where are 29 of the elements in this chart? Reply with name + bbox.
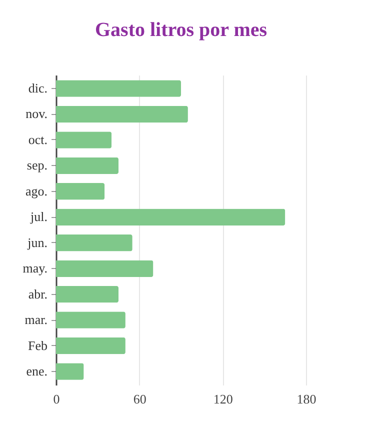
y-tick-label: ago.: [25, 183, 48, 198]
chart-title: Gasto litros por mes: [94, 19, 268, 41]
bar: [56, 337, 126, 354]
y-tick-label: Feb: [28, 338, 48, 353]
y-tick-label: abr.: [28, 286, 48, 302]
x-tick-label: 120: [213, 392, 233, 406]
bar: [56, 286, 118, 303]
bar: [56, 132, 112, 148]
bar: [56, 157, 118, 174]
bar: [56, 363, 84, 380]
y-tick-label: jul.: [30, 209, 48, 224]
y-tick-label: jun.: [26, 234, 48, 250]
y-tick-label: ene.: [26, 363, 48, 378]
bar: [56, 260, 154, 277]
bar: [56, 106, 188, 123]
y-tick-label: oct.: [28, 132, 48, 147]
x-tick-label: 180: [296, 392, 316, 406]
bar: [56, 208, 286, 226]
x-tick-label: 0: [53, 392, 60, 406]
bar: [56, 312, 126, 328]
y-tick-label: nov.: [26, 106, 48, 122]
y-tick-label: mar.: [24, 312, 48, 328]
x-tick-label: 60: [133, 392, 146, 406]
y-tick-label: dic.: [28, 80, 48, 96]
bar: [56, 80, 181, 97]
bar: [56, 183, 105, 200]
y-tick-label: may.: [22, 260, 48, 276]
y-tick-label: sep.: [26, 158, 48, 173]
bar: [56, 234, 132, 252]
